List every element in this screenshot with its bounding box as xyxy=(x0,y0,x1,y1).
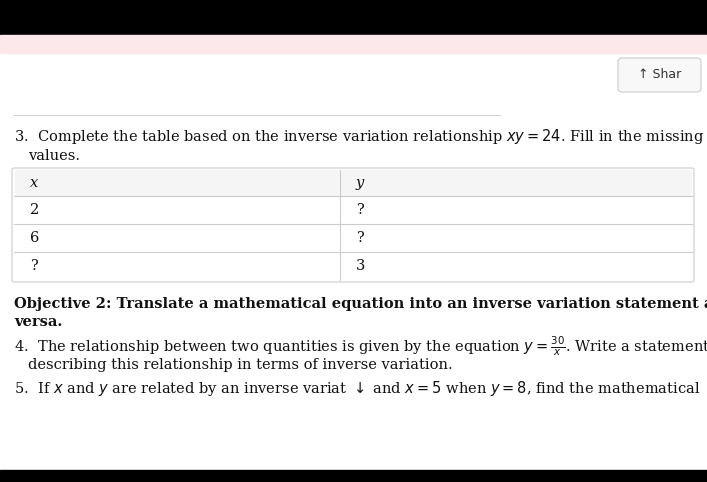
FancyBboxPatch shape xyxy=(618,58,701,92)
Text: ?: ? xyxy=(356,231,363,245)
Bar xyxy=(15,170,691,196)
Text: describing this relationship in terms of inverse variation.: describing this relationship in terms of… xyxy=(28,358,452,372)
Text: x: x xyxy=(30,176,38,190)
Bar xyxy=(0,0,707,35)
Text: ?: ? xyxy=(356,203,363,217)
Text: 3.  Complete the table based on the inverse variation relationship $xy = 24$. Fi: 3. Complete the table based on the inver… xyxy=(14,128,704,147)
Text: 3: 3 xyxy=(356,259,366,273)
Text: y: y xyxy=(356,176,364,190)
Bar xyxy=(0,35,707,53)
Text: 2: 2 xyxy=(30,203,40,217)
Bar xyxy=(0,53,707,482)
Text: ↑ Shar: ↑ Shar xyxy=(638,68,682,81)
Text: 5.  If $x$ and $y$ are related by an inverse variat $\downarrow$ and $x = 5$ whe: 5. If $x$ and $y$ are related by an inve… xyxy=(14,379,701,399)
Text: 4.  The relationship between two quantities is given by the equation $y = \frac{: 4. The relationship between two quantiti… xyxy=(14,335,707,358)
Text: values.: values. xyxy=(28,149,80,163)
Text: Objective 2: Translate a mathematical equation into an inverse variation stateme: Objective 2: Translate a mathematical eq… xyxy=(14,297,707,311)
FancyBboxPatch shape xyxy=(12,168,694,282)
Text: ?: ? xyxy=(30,259,37,273)
Bar xyxy=(0,470,707,482)
Text: 6: 6 xyxy=(30,231,40,245)
Text: versa.: versa. xyxy=(14,315,62,329)
